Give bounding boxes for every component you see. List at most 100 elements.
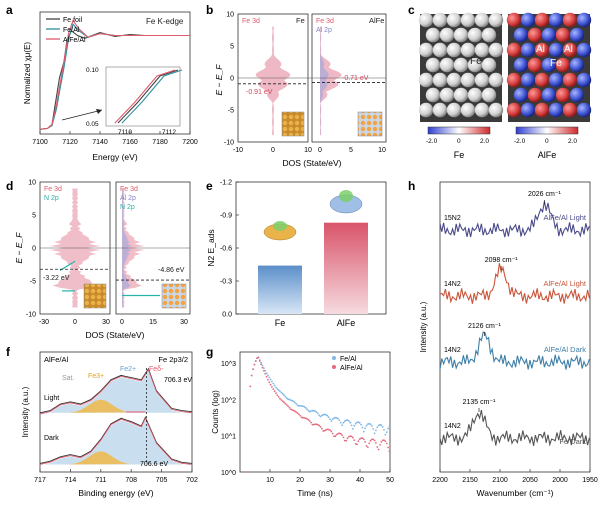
panel-a-inset-arrowhead (96, 109, 102, 114)
panel-g-point-fe-al (387, 427, 389, 430)
panel-g-point-alfe-al (372, 438, 375, 441)
panel-c-alfe-fe-atom (569, 27, 585, 43)
panel-g-point-alfe-al (283, 401, 285, 404)
panel-g-point-fe-al (352, 427, 354, 430)
panel-g-point-fe-al (268, 376, 271, 379)
panel-c-alfe-cb-min: -2.0 (514, 138, 526, 145)
panel-b-alfe-dos-al2p (320, 26, 329, 136)
panel-g-point-fe-al (338, 419, 341, 422)
panel-g-point-alfe-al (353, 439, 356, 441)
panel-letter-a: a (6, 3, 13, 17)
panel-c-alfe-al-atom (562, 102, 578, 118)
panel-letter-f: f (6, 345, 11, 359)
panel-g-point-fe-al (285, 397, 288, 400)
panel-g-point-alfe-al (281, 400, 284, 403)
panel-b-fe-xtick-label: 10 (304, 147, 312, 154)
panel-c-fe-name: Fe (454, 150, 465, 160)
panel-e-ytick-label: -0.3 (220, 279, 232, 286)
panel-g-point-alfe-al (252, 368, 255, 370)
panel-g-point-fe-al (375, 429, 377, 432)
panel-g-point-fe-al (308, 410, 311, 413)
panel-g-point-alfe-al (380, 441, 383, 443)
panel-h-sample-label-3: Fe Dark (559, 437, 586, 446)
panel-d-left-slab-image (83, 283, 107, 309)
panel-e-bar-alfe (324, 222, 368, 314)
panel-e-ytick-label: -1.2 (220, 180, 232, 187)
panel-g-point-fe-al (276, 388, 279, 390)
panel-b-fe-label: Fe (296, 16, 305, 25)
panel-c-fe-atom (474, 102, 490, 118)
panel-a-legend-label-2: AlFe/Al (63, 37, 86, 44)
panel-h-peak-label-1: 2098 cm⁻¹ (485, 257, 519, 264)
panel-c-fe-cb-min: -2.0 (426, 138, 438, 145)
panel-g-point-alfe-al (258, 360, 261, 362)
panel-c-fe-atom (474, 12, 490, 28)
panel-g-point-alfe-al (307, 418, 310, 421)
panel-g-point-alfe-al (385, 442, 388, 445)
panel-g-point-fe-al (311, 409, 314, 412)
panel-g-point-alfe-al (331, 432, 334, 435)
panel-c-alfe-colorbar (515, 126, 579, 135)
panel-h-peak-label-3: 2135 cm⁻¹ (463, 399, 497, 406)
panel-h-xtick-label: 1950 (582, 477, 598, 484)
panel-h-isotope-label-2: 14N2 (444, 347, 461, 354)
panel-g-point-fe-al (334, 416, 337, 419)
panel-h-raman: 2026 cm⁻¹ 15N2 AlFe/Al Light 2098 cm⁻¹ 14N2 A… (419, 181, 598, 498)
panel-f-peak-fe2: Fe2+ (120, 366, 136, 373)
panel-c-fe-atom (432, 102, 448, 118)
panel-h-isotope-label-3: 14N2 (444, 423, 461, 430)
panel-c-fe-atom-label: Fe (470, 56, 482, 67)
panel-g-point-alfe-al (388, 450, 391, 453)
panel-d-legend-n2p: N 2p (44, 195, 59, 202)
panel-a-xtick-label: 7140 (92, 139, 108, 146)
panel-g-point-fe-al (385, 431, 388, 434)
panel-c-alfe-al-atom (506, 42, 522, 58)
panel-c-fe-atom (488, 12, 504, 28)
panel-g-xtick-label: 20 (296, 477, 304, 484)
panel-g-point-fe-al (380, 424, 383, 427)
panel-h-sample-label-1: AlFe/Al Light (543, 279, 586, 288)
panel-c-alfe-fe-atom (541, 27, 557, 43)
panel-b-fe-xtick-label: 0 (271, 147, 275, 154)
panel-c-alfe-al-atom (562, 42, 578, 58)
panel-f-dark-label: Dark (44, 435, 59, 442)
panel-g-point-fe-al (261, 364, 264, 367)
panel-b-alfe-legend-al2p: Al 2p (316, 27, 332, 34)
panel-g-point-alfe-al (254, 360, 257, 362)
panel-g-point-alfe-al (279, 397, 281, 400)
panel-g-ytick-label: 10^2 (221, 397, 236, 404)
panel-f-title: AlFe/Al (44, 355, 69, 364)
panel-f-fit-envelope-dark (40, 419, 192, 466)
panel-g-point-alfe-al (285, 404, 288, 406)
panel-g-point-fe-al (271, 380, 273, 383)
panel-a-legend-label-0: Fe foil (63, 17, 83, 24)
panel-c-fe-atom (474, 42, 490, 58)
panel-g-point-alfe-al (276, 394, 279, 396)
panel-g-point-alfe-al (265, 375, 268, 378)
panel-d-ytick-label: -10 (26, 312, 36, 319)
panel-c-fe-atom (453, 57, 469, 73)
panel-g-point-alfe-al (357, 440, 360, 443)
panel-g-point-alfe-al (294, 410, 296, 413)
panel-c-alfe-al-atom (562, 12, 578, 28)
panel-b-dband-alfe: -0.71 eV (342, 75, 369, 82)
panel-f-data-light (39, 367, 193, 414)
panel-g-xtick-label: 30 (326, 477, 334, 484)
panel-h-xlabel: Wavenumber (cm⁻¹) (477, 488, 554, 498)
panel-g-point-fe-al (287, 398, 289, 401)
panel-g-point-fe-al (307, 409, 310, 412)
panel-g-point-alfe-al (273, 390, 276, 393)
panel-g-point-alfe-al (352, 436, 354, 439)
panel-g-point-fe-al (331, 418, 334, 421)
panel-g-point-alfe-al (383, 439, 385, 441)
panel-c-fe-atom (460, 42, 476, 58)
panel-c-fe-colorbar (427, 126, 491, 135)
panel-c-alfe-al-atom (527, 27, 543, 43)
panel-g-point-fe-al (330, 420, 333, 422)
panel-g-point-alfe-al (325, 429, 327, 431)
panel-a-inset-xtick-right: 7112 (162, 129, 176, 136)
panel-g-point-alfe-al (345, 439, 348, 442)
panel-f-xtick-label: 708 (125, 477, 137, 484)
panel-c-alfe-fe-atom (520, 102, 536, 118)
